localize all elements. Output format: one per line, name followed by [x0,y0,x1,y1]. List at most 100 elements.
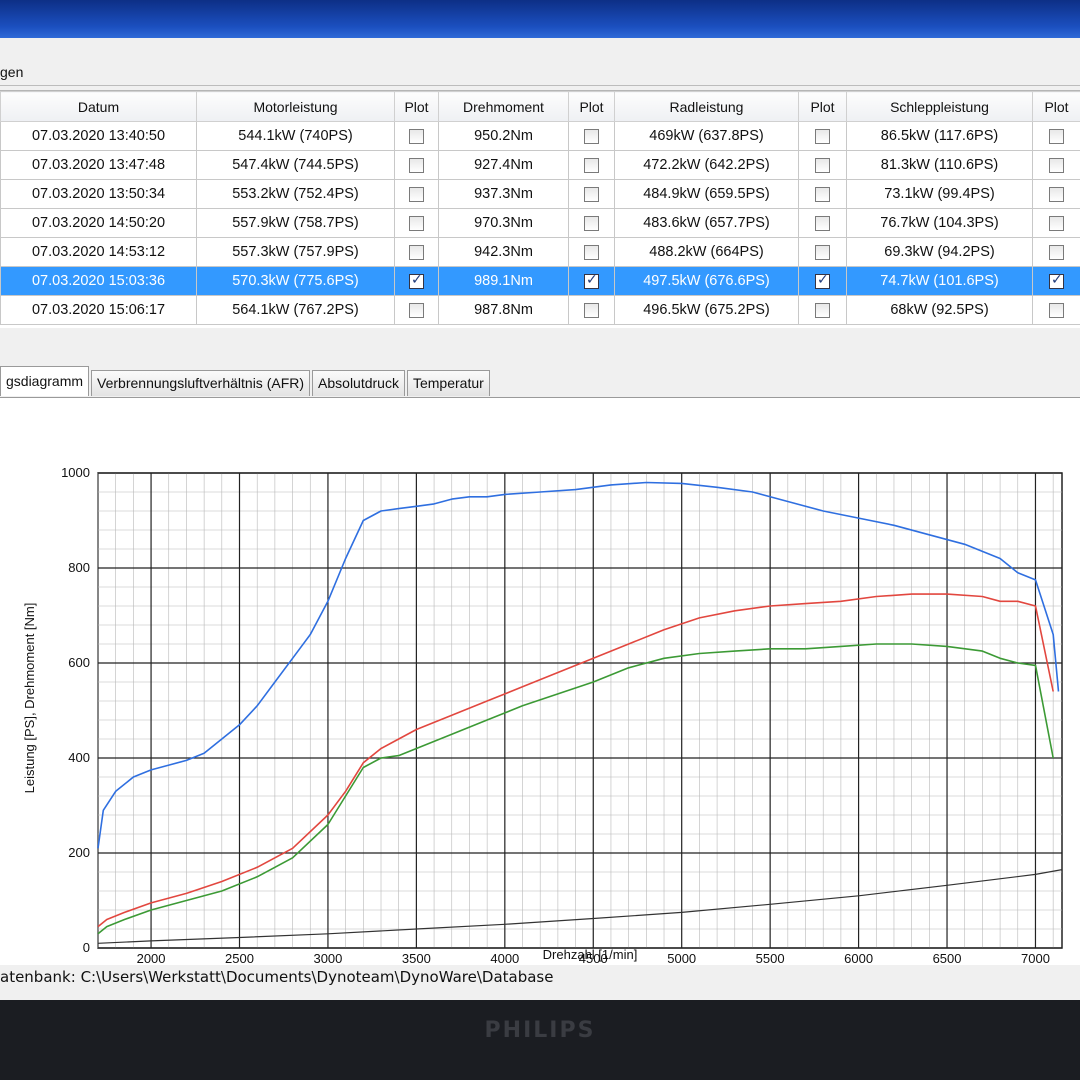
table-row[interactable]: 07.03.2020 15:06:17 564.1kW (767.2PS) 987.… [0,295,1080,325]
cell-drehmoment: 942.3Nm [438,237,569,267]
checkbox-unchecked[interactable] [409,157,424,173]
cell-schleppleistung: 68kW (92.5PS) [846,295,1033,325]
plot-checkbox [394,295,439,325]
series-line-radleistung [97,643,1054,935]
cell-datum: 07.03.2020 15:03:36 [0,266,197,296]
cell-schleppleistung: 76.7kW (104.3PS) [846,208,1033,238]
tab-afr[interactable]: Verbrennungsluftverhältnis (AFR) [91,370,311,396]
plot-checkbox [394,208,439,238]
column-header-plot-schleppleistung[interactable]: Plot [1032,91,1080,122]
checkbox-unchecked[interactable] [815,302,830,318]
checkbox-checked[interactable] [409,272,424,289]
checkbox-unchecked[interactable] [409,244,424,260]
x-tick-label: 6000 [844,951,873,966]
checkbox-unchecked[interactable] [1049,128,1064,144]
checkbox-unchecked[interactable] [409,128,424,144]
cell-radleistung: 496.5kW (675.2PS) [614,295,799,325]
x-tick-label: 4000 [490,951,519,966]
plot-checkbox [798,237,847,267]
table-row[interactable]: 07.03.2020 14:50:20 557.9kW (758.7PS) 970.… [0,208,1080,238]
plot-checkbox [798,150,847,180]
plot-checkbox [568,237,615,267]
cell-schleppleistung: 86.5kW (117.6PS) [846,121,1033,151]
column-header-radleistung[interactable]: Radleistung [614,91,799,122]
column-header-motorleistung[interactable]: Motorleistung [196,91,395,122]
checkbox-checked[interactable] [815,272,830,289]
cell-datum: 07.03.2020 14:53:12 [0,237,197,267]
cell-radleistung: 488.2kW (664PS) [614,237,799,267]
cell-motorleistung: 557.9kW (758.7PS) [196,208,395,238]
checkbox-unchecked[interactable] [1049,215,1064,231]
column-header-plot-radleistung[interactable]: Plot [798,91,847,122]
database-path: C:\Users\Werkstatt\Documents\Dynoteam\Dy… [80,968,554,986]
tab-absolutdruck[interactable]: Absolutdruck [312,370,405,396]
table-row[interactable]: 07.03.2020 13:47:48 547.4kW (744.5PS) 927.… [0,150,1080,180]
group-divider [0,85,1080,86]
x-tick-label: 3000 [313,951,342,966]
checkbox-checked[interactable] [584,272,599,289]
chart-grid [97,472,1063,949]
column-header-plot-drehmoment[interactable]: Plot [568,91,615,122]
table-row[interactable]: 07.03.2020 14:53:12 557.3kW (757.9PS) 942.… [0,237,1080,267]
checkbox-unchecked[interactable] [1049,302,1064,318]
chart-panel: 2000 2500 3000 3500 4000 4500 5000 5500 6000 6500… [0,397,1080,966]
y-tick-label: 200 [68,845,90,860]
checkbox-unchecked[interactable] [409,302,424,318]
tab-temperatur[interactable]: Temperatur [406,370,490,396]
plot-checkbox [798,208,847,238]
cell-schleppleistung: 69.3kW (94.2PS) [846,237,1033,267]
plot-checkbox [394,150,439,180]
cell-schleppleistung: 81.3kW (110.6PS) [846,150,1033,180]
checkbox-unchecked[interactable] [1049,157,1064,173]
checkbox-unchecked[interactable] [815,215,830,231]
plot-checkbox [1032,121,1080,151]
cell-motorleistung: 553.2kW (752.4PS) [196,179,395,209]
checkbox-unchecked[interactable] [1049,186,1064,202]
cell-motorleistung: 547.4kW (744.5PS) [196,150,395,180]
chart-tabs: gsdiagramm Verbrennungsluftverhältnis (A… [0,366,492,398]
checkbox-unchecked[interactable] [815,128,830,144]
checkbox-unchecked[interactable] [584,186,599,202]
cell-radleistung: 484.9kW (659.5PS) [614,179,799,209]
column-header-datum[interactable]: Datum [0,91,197,122]
tab-leistungsdiagramm[interactable]: gsdiagramm [0,366,90,396]
table-row[interactable]: 07.03.2020 13:50:34 553.2kW (752.4PS) 937.… [0,179,1080,209]
series-line-drehmoment [97,481,1060,849]
chart-ticks: 2000 2500 3000 3500 4000 4500 5000 5500 6000 6500… [61,465,1050,966]
checkbox-checked[interactable] [1049,272,1064,289]
cell-datum: 07.03.2020 13:40:50 [0,121,197,151]
plot-checkbox [568,121,615,151]
checkbox-unchecked[interactable] [815,186,830,202]
plot-checkbox [568,295,615,325]
checkbox-unchecked[interactable] [409,186,424,202]
checkbox-unchecked[interactable] [1049,244,1064,260]
checkbox-unchecked[interactable] [815,244,830,260]
cell-motorleistung: 564.1kW (767.2PS) [196,295,395,325]
checkbox-unchecked[interactable] [584,157,599,173]
x-axis-label: Drehzahl [1/min] [543,947,638,962]
plot-checkbox [1032,179,1080,209]
table-row[interactable]: 07.03.2020 13:40:50 544.1kW (740PS) 950.2N… [0,121,1080,151]
cell-datum: 07.03.2020 15:06:17 [0,295,197,325]
x-tick-label: 5000 [667,951,696,966]
column-header-schleppleistung[interactable]: Schleppleistung [846,91,1033,122]
cell-drehmoment: 927.4Nm [438,150,569,180]
checkbox-unchecked[interactable] [409,215,424,231]
power-torque-chart: 2000 2500 3000 3500 4000 4500 5000 5500 6000 6500… [22,465,1063,966]
checkbox-unchecked[interactable] [584,244,599,260]
column-header-drehmoment[interactable]: Drehmoment [438,91,569,122]
cell-drehmoment: 950.2Nm [438,121,569,151]
plot-checkbox [394,179,439,209]
y-tick-label: 600 [68,655,90,670]
checkbox-unchecked[interactable] [584,302,599,318]
column-header-plot-motorleistung[interactable]: Plot [394,91,439,122]
x-tick-label: 4500 [579,951,608,966]
checkbox-unchecked[interactable] [815,157,830,173]
database-path-status: atenbank: C:\Users\Werkstatt\Documents\D… [0,968,553,986]
window-title-bar [0,0,1080,38]
checkbox-unchecked[interactable] [584,128,599,144]
x-tick-label: 3500 [402,951,431,966]
plot-checkbox [568,266,615,296]
checkbox-unchecked[interactable] [584,215,599,231]
